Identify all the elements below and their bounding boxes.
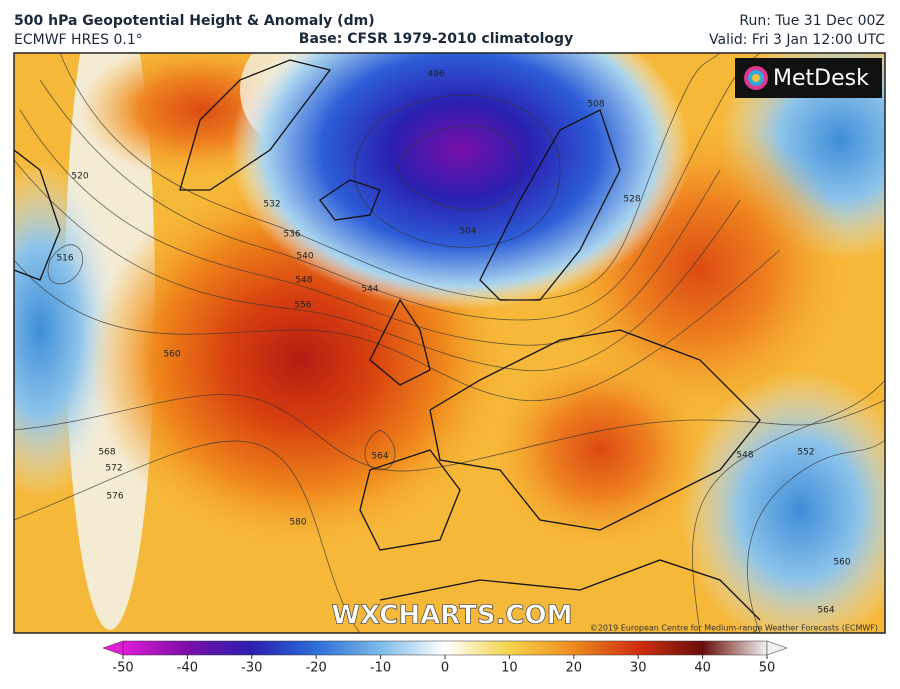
contour-label: 568 <box>98 448 115 458</box>
contour-label: 508 <box>587 100 604 110</box>
colorbar-tick-label: 0 <box>441 661 449 676</box>
coastlines <box>14 59 761 621</box>
contour-label: 548 <box>736 451 753 461</box>
contour-label: 580 <box>289 518 306 528</box>
contour-labels: 520 516 532 536 540 548 556 560 544 564 568 572 576 5… <box>56 70 850 616</box>
logo-text: MetDesk <box>773 66 869 91</box>
valid: Valid: Fri 3 Jan 12:00 UTC <box>709 32 885 48</box>
contour-label: 548 <box>295 276 312 286</box>
contour-label: 560 <box>163 350 180 360</box>
colorbar-arrow-low <box>102 640 124 656</box>
contour-label: 528 <box>623 195 640 205</box>
colorbar-tick-label: 40 <box>694 661 711 676</box>
colorbar-fill <box>122 640 768 656</box>
logo: MetDesk <box>735 58 882 98</box>
contour-label: 556 <box>294 301 311 311</box>
map: 520 516 532 536 540 548 556 560 544 564 568 572 576 5… <box>14 53 885 633</box>
colorbar-tick-label: 50 <box>759 661 776 676</box>
contour-label: 496 <box>427 70 444 80</box>
colorbar-tick-label: -40 <box>177 661 198 676</box>
colorbar-tick-label: -30 <box>241 661 262 676</box>
contour-label: 540 <box>296 252 313 262</box>
colorbar: -50 -40 -30 -20 -10 0 10 20 30 40 50 <box>102 640 788 676</box>
contour-label: 564 <box>817 606 834 616</box>
colorbar-tick-label: 10 <box>501 661 518 676</box>
contour-label: 560 <box>833 558 850 568</box>
colorbar-arrow-high <box>766 640 788 656</box>
contour-label: 532 <box>263 200 280 210</box>
watermark: WXCHARTS.COM <box>331 601 572 631</box>
copyright: ©2019 European Centre for Medium-range W… <box>590 624 878 633</box>
contour-label: 544 <box>361 285 378 295</box>
contour-label: 552 <box>797 448 814 458</box>
colorbar-tick-label: -20 <box>306 661 327 676</box>
contour-label: 516 <box>56 254 73 264</box>
contour-label: 520 <box>71 172 88 182</box>
title: 500 hPa Geopotential Height & Anomaly (d… <box>14 13 375 29</box>
colorbar-tick-label: -10 <box>370 661 391 676</box>
contour-label: 572 <box>105 464 122 474</box>
model: ECMWF HRES 0.1° <box>14 32 143 48</box>
contour-label: 536 <box>283 230 300 240</box>
contour-label: 504 <box>459 227 476 237</box>
colorbar-tick-label: 20 <box>566 661 583 676</box>
base: Base: CFSR 1979-2010 climatology <box>299 31 573 47</box>
contour-label: 564 <box>371 452 388 462</box>
colorbar-tick-label: 30 <box>630 661 647 676</box>
colorbar-tick-label: -50 <box>112 661 133 676</box>
contour-label: 576 <box>106 492 123 502</box>
run: Run: Tue 31 Dec 00Z <box>739 13 885 29</box>
